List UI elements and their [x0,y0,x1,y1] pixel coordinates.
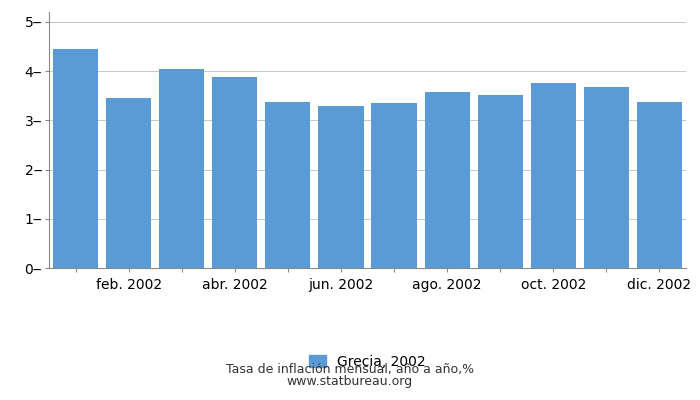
Bar [637,102,682,268]
Bar [477,95,523,268]
Bar [372,103,416,268]
Bar [584,87,629,268]
Bar [318,106,363,268]
Text: Tasa de inflación mensual, año a año,%: Tasa de inflación mensual, año a año,% [226,364,474,376]
Bar [159,69,204,268]
Bar [106,98,151,268]
Bar [425,92,470,268]
Bar [212,78,258,268]
Text: www.statbureau.org: www.statbureau.org [287,376,413,388]
Legend: Grecia, 2002: Grecia, 2002 [309,354,426,368]
Bar [53,49,98,268]
Bar [531,83,576,268]
Bar [265,102,310,268]
